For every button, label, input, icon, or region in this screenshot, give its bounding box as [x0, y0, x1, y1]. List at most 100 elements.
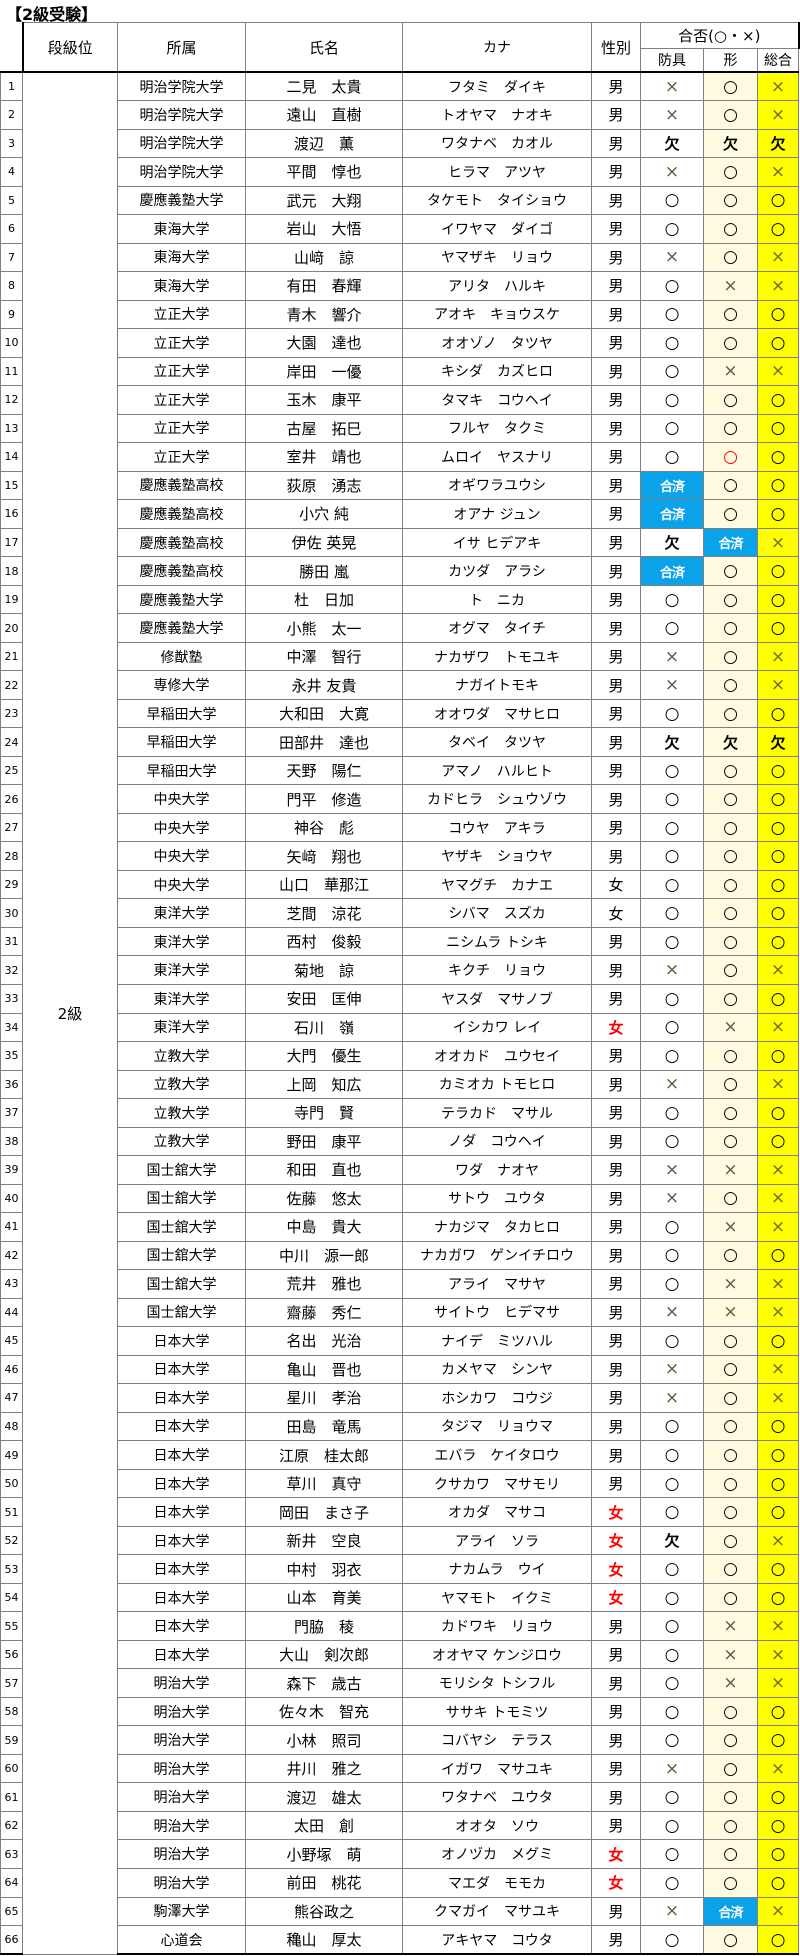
mark-fail-icon: × [770, 1188, 786, 1209]
row-number: 8 [0, 271, 23, 301]
cell-sex: 男 [591, 271, 641, 301]
cell-total-result: ○ [756, 299, 800, 330]
cell-kana: サイトウ ヒデマサ [402, 1297, 592, 1328]
cell-total-result: × [756, 1383, 800, 1413]
cell-bogu-result: ○ [640, 1696, 704, 1727]
cell-bogu-result: × [640, 641, 704, 672]
cell-name: 永井 友貴 [245, 670, 403, 700]
cell-name: 野田 康平 [245, 1126, 403, 1157]
mark-pass-icon: ○ [723, 475, 738, 496]
table-row: 17 慶應義塾高校 伊佐 英晃 イサ ヒデアキ男 欠 合済 × [0, 527, 800, 558]
cell-kata-result: ○ [703, 1098, 758, 1128]
cell-sex: 男 [591, 613, 641, 643]
cell-total-result: 欠 [756, 128, 800, 159]
cell-name: 有田 春輝 [245, 271, 403, 301]
table-row: 6 東海大学 岩山 大悟 イワヤマ ダイゴ男 ○ ○ ○ [0, 214, 800, 244]
table-row: 18 慶應義塾高校 勝田 嵐カツダ アラシ男 合済 ○ ○ [0, 556, 800, 586]
table-row: 42 国士舘大学 中川 源一郎 ナカガワ ゲンイチロウ男 ○ ○ ○ [0, 1240, 800, 1271]
cell-kana: イワヤマ ダイゴ [402, 214, 592, 244]
cell-bogu-result: × [640, 242, 704, 273]
cell-total-result: × [756, 955, 800, 985]
cell-total-result: ○ [756, 442, 800, 472]
cell-name: 山本 育美 [245, 1582, 403, 1613]
mark-pass-icon: ○ [664, 446, 680, 467]
table-row: 20 慶應義塾大学 小熊 太一 オグマ タイチ男 ○ ○ ○ [0, 613, 800, 643]
cell-name: 太田 創 [245, 1810, 403, 1841]
mark-pass-icon: ○ [723, 960, 738, 981]
mark-pass-icon: ○ [723, 931, 738, 952]
mark-pass-icon: ○ [664, 275, 680, 296]
cell-name: 青木 響介 [245, 299, 403, 330]
cell-kata-result: ○ [703, 784, 758, 814]
table-row: 2 明治学院大学 遠山 直樹 トオヤマ ナオキ男 × ○ × [0, 100, 800, 130]
cell-organization: 慶應義塾高校 [117, 470, 246, 501]
cell-total-result: ○ [756, 1782, 800, 1812]
mark-fail-icon: × [770, 76, 786, 97]
mark-fail-icon: × [770, 361, 786, 382]
cell-kana: イシカワ レイ [402, 1012, 592, 1043]
table-row: 13 立正大学 古屋 拓巳 フルヤ タクミ男 ○ ○ ○ [0, 413, 800, 444]
mark-pass-icon: ○ [723, 332, 738, 353]
cell-organization: 立正大学 [117, 442, 246, 472]
cell-bogu-result: × [640, 1069, 704, 1100]
row-number: 33 [0, 984, 23, 1014]
cell-total-result: ○ [756, 1041, 800, 1071]
cell-bogu-result: ○ [640, 926, 704, 957]
row-number: 37 [0, 1098, 23, 1128]
cell-total-result: × [756, 1525, 800, 1556]
mark-fail-icon: × [664, 1387, 680, 1408]
cell-name: 上岡 知広 [245, 1069, 403, 1100]
cell-name: 大園 達也 [245, 328, 403, 358]
cell-total-result: × [756, 670, 800, 700]
cell-kata-result: ○ [703, 556, 758, 586]
cell-kana: タケモト タイショウ [402, 185, 592, 216]
mark-pass-icon: ○ [770, 1473, 786, 1494]
cell-organization: 明治大学 [117, 1696, 246, 1727]
cell-total-result: ○ [756, 755, 800, 786]
cell-bogu-result: ○ [640, 1554, 704, 1584]
cell-organization: 立教大学 [117, 1098, 246, 1128]
cell-sex: 男 [591, 1126, 641, 1157]
mark-pass-icon: ○ [770, 1929, 786, 1950]
cell-organization: 明治大学 [117, 1867, 246, 1898]
table-row: 60 明治大学 井川 雅之 イガワ マサユキ男 × ○ × [0, 1753, 800, 1784]
mark-fail-icon: × [723, 1616, 738, 1637]
mark-fail-icon: × [770, 1017, 786, 1038]
cell-organization: 国士舘大学 [117, 1269, 246, 1299]
row-number: 46 [0, 1354, 23, 1385]
cell-sex: 男 [591, 128, 641, 159]
cell-name: 田島 竜馬 [245, 1411, 403, 1442]
table-row: 57 明治大学 森下 歳古 モリシタ トシフル男 ○ × × [0, 1668, 800, 1698]
cell-total-result: ○ [756, 784, 800, 814]
mark-pass-icon: ○ [770, 1787, 786, 1808]
cell-bogu-result: ○ [640, 984, 704, 1014]
cell-organization: 明治学院大学 [117, 71, 246, 102]
cell-kana: タマキ コウヘイ [402, 385, 592, 415]
mark-pass-icon: ○ [723, 846, 738, 867]
cell-kana: ムロイ ヤスナリ [402, 442, 592, 472]
cell-organization: 早稲田大学 [117, 755, 246, 786]
cell-bogu-result: ○ [640, 1326, 704, 1356]
cell-kata-result: ○ [703, 1696, 758, 1727]
cell-organization: 東洋大学 [117, 898, 246, 928]
header-rownum [0, 22, 24, 49]
cell-kana: オオタ ソウ [402, 1810, 592, 1841]
mark-pass-icon: ○ [770, 1445, 786, 1465]
cell-name: 玉木 康平 [245, 385, 403, 415]
cell-sex: 女 [591, 1012, 641, 1043]
cell-kata-result: × [703, 1212, 758, 1242]
cell-kata-result: ○ [703, 1810, 758, 1841]
table-row: 11 立正大学 岸田 一優 キシダ カズヒロ男 ○ × × [0, 356, 800, 387]
cell-sex: 男 [591, 100, 641, 130]
table-row: 14 立正大学 室井 靖也 ムロイ ヤスナリ男 ○ ○ ○ [0, 442, 800, 472]
cell-sex: 男 [591, 1639, 641, 1670]
table-row: 1 2級 明治学院大学 二見 太貴 フタミ ダイキ男 × ○ × [0, 70, 800, 1955]
cell-kana: オオヤマ ケンジロウ [402, 1639, 592, 1670]
cell-organization: 立正大学 [117, 413, 246, 444]
cell-kana: イガワ マサユキ [402, 1753, 592, 1784]
cell-kata-result: ○ [703, 413, 758, 444]
cell-sex: 女 [591, 1867, 641, 1898]
row-number: 52 [0, 1525, 23, 1556]
cell-total-result: ○ [756, 1468, 800, 1499]
cell-kana: タジマ リョウマ [402, 1411, 592, 1442]
